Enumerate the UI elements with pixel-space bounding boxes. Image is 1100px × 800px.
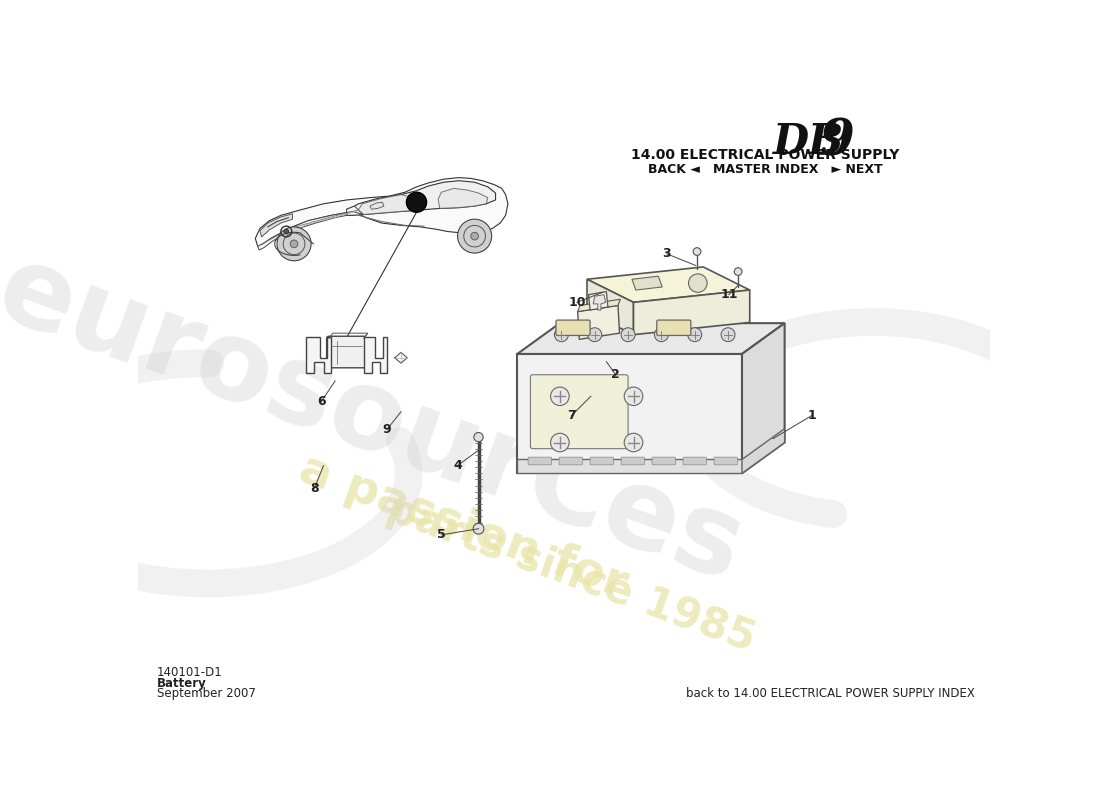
Circle shape (587, 328, 602, 342)
Polygon shape (631, 276, 662, 290)
FancyBboxPatch shape (528, 457, 551, 465)
Polygon shape (257, 206, 364, 250)
Circle shape (624, 434, 642, 452)
Text: a passion for: a passion for (293, 447, 634, 607)
Polygon shape (346, 181, 495, 215)
Polygon shape (364, 337, 387, 373)
Polygon shape (588, 291, 608, 310)
Polygon shape (587, 279, 634, 334)
Polygon shape (517, 354, 743, 474)
Circle shape (473, 523, 484, 534)
Text: 11: 11 (720, 288, 738, 301)
Circle shape (654, 328, 669, 342)
FancyBboxPatch shape (556, 320, 590, 335)
Circle shape (621, 328, 635, 342)
Circle shape (554, 328, 569, 342)
Polygon shape (517, 323, 784, 354)
Polygon shape (578, 299, 620, 312)
Polygon shape (634, 290, 750, 334)
Polygon shape (438, 188, 487, 209)
Text: 5: 5 (437, 529, 446, 542)
Circle shape (284, 230, 288, 234)
Text: 2: 2 (612, 368, 620, 382)
FancyBboxPatch shape (683, 457, 706, 465)
Circle shape (689, 274, 707, 292)
Text: eurosourCes: eurosourCes (0, 235, 757, 604)
Text: parts since 1985: parts since 1985 (382, 487, 761, 660)
Circle shape (722, 328, 735, 342)
Text: DB: DB (773, 121, 845, 162)
FancyBboxPatch shape (621, 457, 645, 465)
Text: 140101-D1: 140101-D1 (157, 666, 222, 678)
Polygon shape (359, 194, 420, 214)
Text: September 2007: September 2007 (157, 687, 255, 700)
Circle shape (688, 328, 702, 342)
Polygon shape (587, 267, 750, 302)
Text: Battery: Battery (157, 677, 207, 690)
FancyBboxPatch shape (657, 320, 691, 335)
Text: 6: 6 (317, 395, 326, 408)
Circle shape (735, 268, 743, 275)
Polygon shape (370, 202, 384, 209)
Polygon shape (307, 337, 331, 373)
Circle shape (474, 433, 483, 442)
Text: 10: 10 (569, 296, 585, 309)
Text: BACK ◄   MASTER INDEX   ► NEXT: BACK ◄ MASTER INDEX ► NEXT (648, 163, 882, 176)
Circle shape (624, 387, 642, 406)
Circle shape (551, 434, 569, 452)
Polygon shape (578, 306, 619, 339)
Circle shape (693, 248, 701, 255)
Circle shape (471, 232, 478, 240)
Circle shape (406, 192, 427, 212)
FancyBboxPatch shape (714, 457, 737, 465)
Polygon shape (255, 178, 508, 248)
FancyBboxPatch shape (559, 457, 582, 465)
Text: 7: 7 (568, 409, 576, 422)
FancyBboxPatch shape (590, 457, 614, 465)
Text: 9: 9 (383, 423, 392, 436)
FancyBboxPatch shape (327, 336, 366, 368)
FancyBboxPatch shape (652, 457, 675, 465)
Text: 8: 8 (310, 482, 319, 495)
Text: 14.00 ELECTRICAL POWER SUPPLY: 14.00 ELECTRICAL POWER SUPPLY (631, 148, 900, 162)
FancyBboxPatch shape (530, 374, 628, 449)
Circle shape (290, 240, 298, 248)
Circle shape (277, 227, 311, 261)
Polygon shape (742, 429, 784, 474)
Text: 3: 3 (662, 247, 671, 260)
Circle shape (458, 219, 492, 253)
Text: back to 14.00 ELECTRICAL POWER SUPPLY INDEX: back to 14.00 ELECTRICAL POWER SUPPLY IN… (685, 687, 975, 700)
Text: 1: 1 (807, 409, 816, 422)
Circle shape (551, 387, 569, 406)
Text: 9: 9 (820, 118, 855, 166)
Text: 4: 4 (453, 459, 462, 472)
Polygon shape (260, 214, 293, 237)
Polygon shape (517, 459, 743, 474)
Polygon shape (593, 294, 606, 310)
Polygon shape (742, 323, 784, 474)
